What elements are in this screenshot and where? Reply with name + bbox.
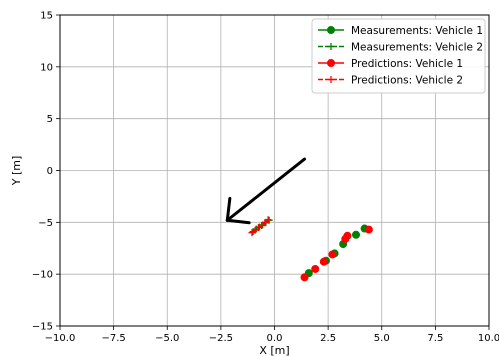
x-tick-label: −7.5 xyxy=(101,333,125,344)
y-tick-label: −10 xyxy=(32,270,53,281)
y-tick-label: 15 xyxy=(40,11,53,22)
x-tick-label: −2.5 xyxy=(209,333,233,344)
arrow-shaft xyxy=(225,157,307,222)
data-point xyxy=(364,225,373,234)
arrow-head-stroke xyxy=(225,196,232,222)
y-tick-label: −5 xyxy=(38,218,53,229)
x-tick-label: 2.5 xyxy=(320,333,336,344)
annotation-arrow xyxy=(225,157,307,225)
legend-item: Measurements: Vehicle 1 xyxy=(318,25,483,37)
data-point xyxy=(328,250,337,259)
legend-item: Predictions: Vehicle 2 xyxy=(318,74,463,86)
y-tick-label: −15 xyxy=(32,322,53,333)
y-tick-label: 5 xyxy=(47,114,53,125)
y-axis-label: Y [m] xyxy=(10,156,23,187)
x-tick-label: −10.0 xyxy=(45,333,76,344)
x-tick-label: 7.5 xyxy=(427,333,443,344)
legend: Measurements: Vehicle 1 Measurements: Veh… xyxy=(311,18,486,94)
data-point xyxy=(327,76,335,83)
y-tick-label: 10 xyxy=(40,62,53,73)
legend-label: Measurements: Vehicle 2 xyxy=(351,41,483,53)
data-point xyxy=(319,257,328,266)
data-point xyxy=(343,231,352,240)
series-3 xyxy=(248,216,272,237)
x-axis-label: X [m] xyxy=(259,344,289,357)
data-point xyxy=(326,25,335,34)
legend-label: Predictions: Vehicle 2 xyxy=(351,74,463,86)
data-point xyxy=(311,264,320,273)
legend-box xyxy=(311,18,486,94)
arrow-head-stroke xyxy=(225,218,251,225)
y-tick-label: 0 xyxy=(47,166,53,177)
x-tick-label: 0.0 xyxy=(267,333,283,344)
data-point xyxy=(300,273,309,282)
data-point xyxy=(264,216,272,224)
legend-item: Predictions: Vehicle 1 xyxy=(318,58,463,70)
legend-label: Predictions: Vehicle 1 xyxy=(351,58,463,70)
x-ticks: −10.0 −7.5 −5.0 −2.5 0.0 2.5 5.0 7.5 10.0 xyxy=(45,326,499,344)
x-tick-label: 10.0 xyxy=(478,333,499,344)
annotations xyxy=(225,157,307,225)
series-2 xyxy=(300,225,373,282)
x-tick-label: 5.0 xyxy=(374,333,390,344)
legend-label: Measurements: Vehicle 1 xyxy=(351,25,483,37)
data-point xyxy=(326,59,335,68)
data-point xyxy=(352,230,361,239)
legend-item: Measurements: Vehicle 2 xyxy=(318,41,483,53)
y-ticks: −15 −10 −5 0 5 10 15 xyxy=(32,11,60,333)
data-point xyxy=(327,43,335,50)
data-point xyxy=(261,219,269,227)
data-series xyxy=(248,216,373,282)
x-tick-label: −5.0 xyxy=(155,333,179,344)
